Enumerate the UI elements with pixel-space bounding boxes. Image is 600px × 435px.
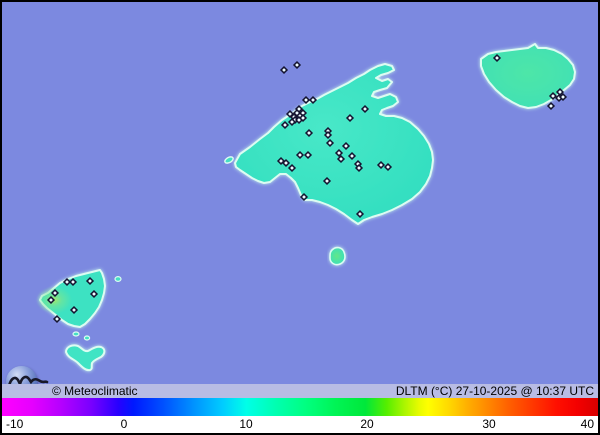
temperature-scale-labels: -10 0 10 20 30 40 xyxy=(2,416,598,433)
station-marker[interactable] xyxy=(287,163,297,173)
balearic-islands-map xyxy=(2,2,598,384)
island-menorca xyxy=(480,43,576,109)
scale-tick-30: 30 xyxy=(482,417,496,431)
island-mallorca xyxy=(234,63,434,225)
meteoclimatic-wave-icon xyxy=(7,375,49,388)
station-marker[interactable] xyxy=(360,104,370,114)
station-marker[interactable] xyxy=(279,65,289,75)
map-area xyxy=(2,2,598,397)
island-cabrera xyxy=(329,246,346,266)
station-marker[interactable] xyxy=(355,209,365,219)
station-marker[interactable] xyxy=(280,120,290,130)
station-marker[interactable] xyxy=(341,141,351,151)
station-marker[interactable] xyxy=(347,151,357,161)
station-marker[interactable] xyxy=(46,295,56,305)
scale-tick-10: 10 xyxy=(239,417,253,431)
station-marker[interactable] xyxy=(62,277,72,287)
station-marker[interactable] xyxy=(354,163,364,173)
station-marker[interactable] xyxy=(555,87,565,97)
station-marker[interactable] xyxy=(298,113,308,123)
station-marker[interactable] xyxy=(287,117,297,127)
station-marker[interactable] xyxy=(292,60,302,70)
islet-east-of-ibiza xyxy=(114,276,122,283)
station-marker[interactable] xyxy=(299,192,309,202)
station-markers xyxy=(46,53,568,324)
map-info-text: DLTM (°C) 27-10-2025 @ 10:37 UTC xyxy=(395,384,594,398)
station-marker[interactable] xyxy=(336,154,346,164)
station-marker[interactable] xyxy=(308,95,318,105)
station-marker[interactable] xyxy=(68,277,78,287)
station-marker[interactable] xyxy=(52,314,62,324)
station-marker[interactable] xyxy=(303,150,313,160)
scale-tick-20: 20 xyxy=(360,417,374,431)
station-marker[interactable] xyxy=(546,101,556,111)
station-marker[interactable] xyxy=(383,162,393,172)
scale-tick-0: 0 xyxy=(120,417,128,431)
islet-espalmador-2 xyxy=(83,335,91,341)
station-marker[interactable] xyxy=(548,91,558,101)
station-marker[interactable] xyxy=(295,150,305,160)
station-marker[interactable] xyxy=(492,53,502,63)
station-marker[interactable] xyxy=(304,128,314,138)
copyright-text: © Meteoclimatic xyxy=(52,384,138,398)
station-marker[interactable] xyxy=(325,138,335,148)
station-marker[interactable] xyxy=(85,276,95,286)
station-marker[interactable] xyxy=(376,160,386,170)
islet-espalmador-1 xyxy=(72,331,80,337)
station-marker[interactable] xyxy=(69,305,79,315)
station-marker[interactable] xyxy=(345,113,355,123)
island-formentera xyxy=(65,344,106,372)
station-marker[interactable] xyxy=(322,176,332,186)
scale-tick--10: -10 xyxy=(6,417,24,431)
station-marker[interactable] xyxy=(281,158,291,168)
status-bar: © Meteoclimatic DLTM (°C) 27-10-2025 @ 1… xyxy=(2,384,598,398)
islet-dragonera xyxy=(224,156,234,164)
station-marker[interactable] xyxy=(558,92,568,102)
station-marker[interactable] xyxy=(301,95,311,105)
station-marker[interactable] xyxy=(334,148,344,158)
station-marker[interactable] xyxy=(50,288,60,298)
scale-tick-40: 40 xyxy=(580,417,594,431)
station-marker[interactable] xyxy=(298,108,308,118)
station-marker[interactable] xyxy=(323,130,333,140)
temperature-scale xyxy=(2,398,598,416)
station-marker[interactable] xyxy=(89,289,99,299)
